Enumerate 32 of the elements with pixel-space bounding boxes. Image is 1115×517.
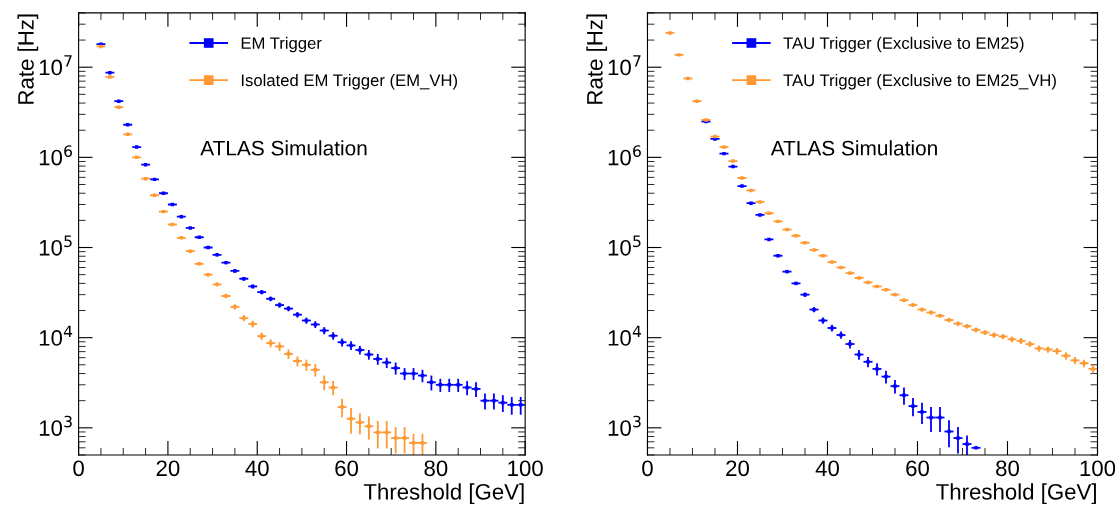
legend-label: Isolated EM Trigger (EM_VH) [241, 73, 458, 90]
x-tick-label: 80 [424, 460, 448, 477]
x-axis-title: Threshold [GeV] [936, 483, 1096, 505]
x-tick-label: 60 [335, 460, 359, 477]
y-tick-label: 10$^{6}$ [39, 145, 73, 166]
y-tick-label: 10$^{3}$ [39, 415, 72, 436]
x-axis-title: Threshold [GeV] [363, 483, 524, 505]
x-tick-label: 20 [156, 460, 180, 477]
annotation: ATLAS Simulation [770, 140, 937, 156]
x-tick-label: 60 [906, 460, 929, 477]
y-tick-label: 10$^{5}$ [39, 235, 72, 256]
y-tick-label: 10$^{7}$ [608, 55, 641, 76]
y-tick-label: 10$^{5}$ [608, 235, 641, 256]
y-axis-title: Rate [Hz] [17, 14, 39, 104]
x-tick-label: 0 [73, 460, 84, 477]
legend-label: EM Trigger [241, 36, 322, 53]
x-tick-label: 40 [815, 460, 839, 477]
y-tick-label: 10$^{4}$ [608, 325, 642, 346]
y-tick-label: 10$^{7}$ [39, 55, 72, 76]
x-tick-label: 40 [245, 460, 269, 477]
y-axis-title: Rate [Hz] [586, 14, 608, 104]
annotation: ATLAS Simulation [200, 140, 367, 156]
x-tick-label: 0 [642, 460, 653, 477]
legend-label: TAU Trigger (Exclusive to EM25) [783, 36, 1024, 53]
x-tick-label: 80 [996, 460, 1019, 477]
y-tick-label: 10$^{6}$ [608, 145, 641, 166]
x-tick-label: 100 [1080, 460, 1115, 477]
legend-label: TAU Trigger (Exclusive to EM25_VH) [783, 73, 1056, 90]
y-tick-label: 10$^{4}$ [39, 325, 73, 346]
x-tick-label: 100 [508, 460, 543, 477]
y-tick-label: 10$^{3}$ [608, 415, 641, 436]
x-tick-label: 20 [726, 460, 749, 477]
